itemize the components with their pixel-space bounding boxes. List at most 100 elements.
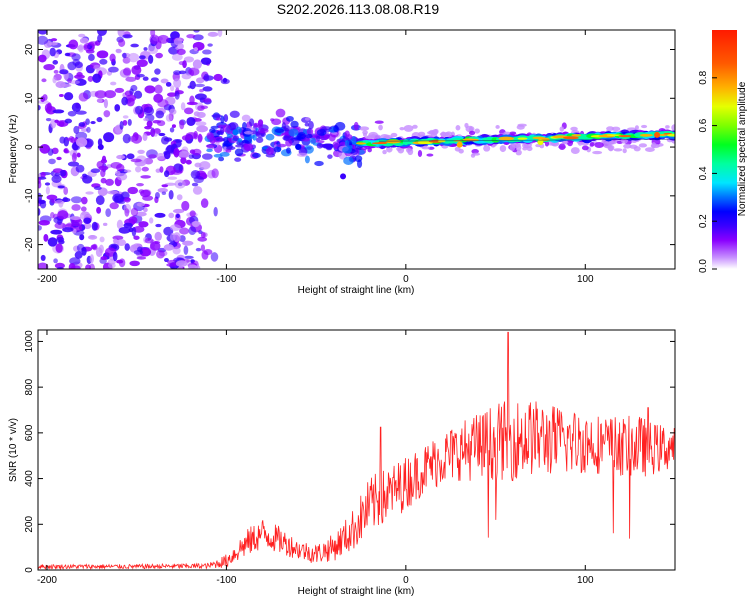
spectrogram-fringe-blob bbox=[378, 124, 383, 131]
spectrogram-noise-blob bbox=[48, 158, 56, 165]
spectrogram-noise-blob bbox=[115, 48, 122, 54]
spectrogram-noise-blob bbox=[182, 60, 187, 69]
spectrogram-transition-blob bbox=[305, 133, 313, 139]
spectrogram-noise-blob bbox=[138, 189, 145, 194]
snr-plot-area bbox=[38, 330, 675, 570]
spectrogram-noise-blob bbox=[45, 117, 52, 122]
spectrogram-point bbox=[654, 131, 661, 138]
spectrogram-noise-blob bbox=[203, 73, 210, 82]
spectrogram-noise-blob bbox=[207, 43, 213, 47]
spectrogram-noise-blob bbox=[126, 153, 135, 160]
spectrogram-noise-blob bbox=[195, 77, 205, 84]
spectrogram-fringe-blob bbox=[613, 148, 623, 152]
spectrogram-noise-blob bbox=[133, 235, 140, 240]
spectrogram-noise-blob bbox=[92, 73, 102, 84]
spectrogram-noise-blob bbox=[150, 128, 156, 137]
snr-xlabel: Height of straight line (km) bbox=[298, 586, 415, 597]
spectrogram-noise-blob bbox=[81, 246, 87, 256]
x-tick-label: 100 bbox=[577, 575, 594, 586]
spectrogram-transition-blob bbox=[241, 139, 249, 144]
spectrogram-noise-blob bbox=[176, 48, 186, 55]
spectrogram-noise-blob bbox=[144, 237, 154, 244]
y-tick-label: 20 bbox=[24, 44, 35, 56]
spectrogram-transition-blob bbox=[322, 143, 333, 149]
spectrogram-noise-blob bbox=[48, 41, 58, 46]
spectrogram-fringe-blob bbox=[412, 124, 418, 129]
spectrogram-noise-blob bbox=[183, 107, 194, 115]
spectrogram-noise-blob bbox=[191, 148, 202, 156]
spectrogram-noise-blob bbox=[183, 245, 189, 255]
spectrogram-transition-blob bbox=[213, 153, 223, 158]
spectrogram-transition-blob bbox=[290, 120, 299, 128]
spectrogram-fringe-blob bbox=[515, 144, 522, 152]
spectrogram-noise-blob bbox=[155, 168, 161, 173]
spectrogram-noise-blob bbox=[172, 247, 181, 255]
spectrogram-fringe-blob bbox=[570, 147, 580, 154]
spectrogram-noise-blob bbox=[66, 137, 72, 141]
spectrogram-transition-blob bbox=[316, 135, 321, 142]
spectrogram-noise-blob bbox=[59, 69, 69, 75]
spectrogram-noise-blob bbox=[117, 30, 125, 37]
spectrogram-noise-blob bbox=[136, 59, 148, 68]
spectrogram-noise-blob bbox=[207, 31, 219, 37]
spectrogram-noise-blob bbox=[122, 119, 128, 126]
spectrogram-noise-blob bbox=[54, 119, 60, 124]
spectrogram-noise-blob bbox=[123, 197, 131, 203]
spectrogram-noise-blob bbox=[87, 235, 98, 240]
spectrogram-noise-blob bbox=[182, 240, 194, 246]
spectrogram-transition-blob bbox=[333, 124, 339, 133]
y-tick-label: 200 bbox=[24, 516, 35, 533]
spectrogram-noise-blob bbox=[97, 34, 103, 43]
spectrogram-noise-blob bbox=[202, 86, 213, 92]
spectrogram-transition-blob bbox=[210, 125, 220, 129]
spectrogram-noise-blob bbox=[38, 207, 41, 216]
spectrogram-noise-blob bbox=[52, 109, 65, 114]
spectrogram-noise-blob bbox=[173, 147, 180, 158]
spectrogram-noise-blob bbox=[55, 243, 63, 253]
spectrogram-noise-blob bbox=[46, 194, 58, 201]
spectrogram-transition-blob bbox=[211, 114, 222, 118]
spectrogram-noise-blob bbox=[186, 34, 196, 39]
spectrogram-noise-blob bbox=[170, 169, 183, 175]
colorbar-tick-label: 0.0 bbox=[698, 259, 709, 273]
spectrogram-noise-blob bbox=[38, 54, 47, 63]
spectrogram-noise-blob bbox=[103, 132, 115, 143]
spectrogram-transition-blob bbox=[354, 155, 363, 163]
spectrogram-transition-blob bbox=[252, 133, 257, 141]
spectrogram-noise-blob bbox=[140, 175, 152, 179]
spectrogram-noise-blob bbox=[171, 124, 176, 128]
spectrogram-transition-blob bbox=[324, 134, 330, 140]
spectrogram-noise-blob bbox=[222, 77, 228, 83]
spectrogram-noise-blob bbox=[169, 127, 175, 133]
spectrogram-noise-blob bbox=[116, 154, 126, 160]
spectrogram-noise-blob bbox=[112, 193, 124, 203]
snr-frame bbox=[37, 329, 676, 571]
x-tick-label: 0 bbox=[403, 575, 409, 586]
spectrogram-transition-blob bbox=[206, 132, 214, 140]
spectrogram-noise-blob bbox=[114, 87, 125, 93]
spectrogram-noise-blob bbox=[57, 185, 65, 189]
spectrogram-line-segment bbox=[606, 134, 622, 137]
spectrogram-noise-blob bbox=[202, 49, 212, 55]
spectrogram-fringe-blob bbox=[581, 145, 589, 151]
spectrogram-transition-blob bbox=[215, 138, 226, 142]
spectrogram-noise-blob bbox=[192, 185, 203, 195]
spectrogram-noise-blob bbox=[85, 118, 90, 126]
spectrogram-fringe-blob bbox=[594, 141, 604, 149]
spectrogram-noise-blob bbox=[105, 208, 112, 218]
spectrogram-line-segment bbox=[377, 141, 388, 145]
spectrogram-noise-blob bbox=[47, 237, 58, 247]
spectrogram-noise-blob bbox=[118, 38, 126, 47]
spectrogram-xlabel: Height of straight line (km) bbox=[298, 285, 415, 296]
spectrogram-noise-blob bbox=[149, 34, 160, 45]
spectrogram-fringe-blob bbox=[483, 145, 491, 152]
spectrogram-noise-blob bbox=[47, 102, 52, 111]
spectrogram-line-segment bbox=[657, 133, 668, 136]
spectrogram-noise-blob bbox=[136, 256, 147, 260]
colorbar-tick-label: 0.6 bbox=[698, 118, 709, 132]
spectrogram-noise-blob bbox=[89, 254, 94, 264]
spectrogram-noise-blob bbox=[148, 154, 157, 159]
spectrogram-noise-blob bbox=[78, 92, 89, 102]
spectrogram-noise-blob bbox=[107, 190, 119, 195]
spectrogram-fringe-blob bbox=[526, 146, 533, 152]
